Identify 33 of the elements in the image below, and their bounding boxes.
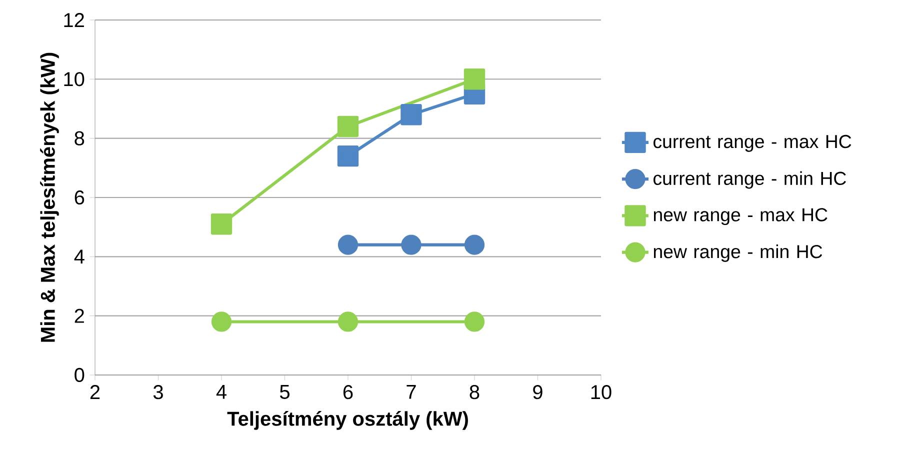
y-tick-label: 4: [74, 250, 84, 264]
y-tick-label: 0: [74, 368, 84, 382]
point: [337, 145, 359, 167]
x-tick-label: 5: [280, 385, 290, 399]
x-tick-label: 8: [470, 385, 480, 400]
legend-label: current range - min HC: [654, 171, 846, 189]
point: [464, 234, 485, 255]
x-tick-label: 4: [216, 385, 226, 399]
y-tick-label: 2: [74, 308, 84, 323]
point: [400, 104, 422, 126]
x-tick-label: 9: [533, 385, 542, 400]
legend-label: current range - max HC: [654, 134, 852, 152]
x-tick-label: 6: [343, 385, 353, 400]
point: [210, 214, 232, 235]
point: [401, 234, 422, 255]
x-tick-label: 2: [90, 385, 100, 399]
point: [464, 312, 485, 332]
legend-label: new range - max HC: [654, 208, 828, 226]
y-tick-label: 10: [64, 72, 84, 86]
point: [337, 116, 359, 138]
x-tick-label: 10: [591, 385, 612, 400]
point: [211, 312, 232, 332]
x-tick-label: 7: [406, 385, 416, 399]
point: [338, 234, 358, 255]
legend-label: new range - min HC: [654, 244, 822, 262]
point: [464, 68, 486, 90]
y-tick-label: 6: [74, 190, 84, 205]
y-axis-title: Min & Max teljesítmények (kW): [40, 52, 59, 342]
y-tick-label: 12: [64, 13, 84, 27]
y-tick-label: 8: [74, 131, 84, 146]
x-axis-title: Teljesítmény osztály (kW): [227, 411, 468, 430]
x-tick-label: 3: [153, 385, 163, 400]
point: [338, 312, 358, 332]
